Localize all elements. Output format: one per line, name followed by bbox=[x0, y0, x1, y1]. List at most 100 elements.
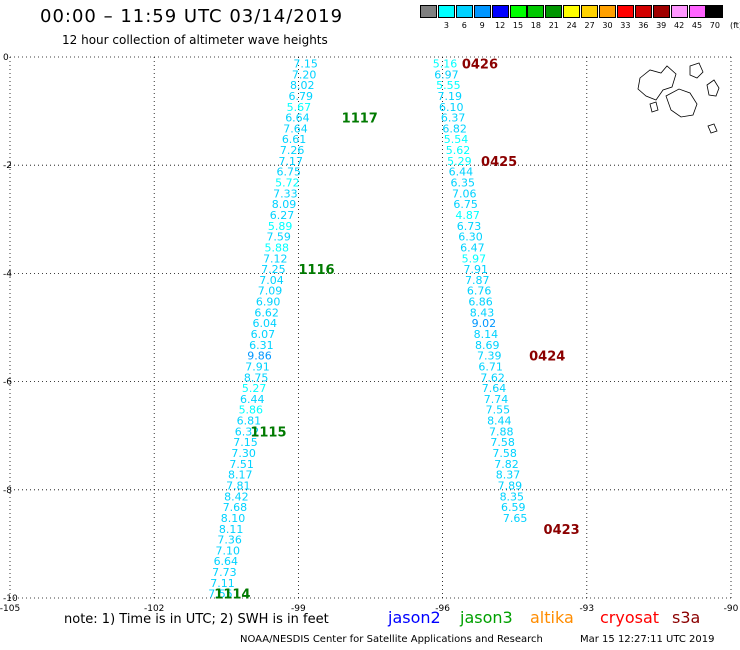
swh-value-label: 7.62 bbox=[480, 371, 505, 384]
time-markers: 0426 0425 0424 0423 1117 1116 1115 1114 bbox=[214, 57, 579, 602]
swh-value-label: 7.88 bbox=[489, 425, 514, 438]
legend-swatch bbox=[581, 5, 599, 18]
legend-swatch bbox=[652, 5, 670, 18]
swh-value-label: 5.54 bbox=[444, 133, 469, 146]
lat-tick-label: -8 bbox=[3, 486, 12, 496]
time-marker-label: 0425 bbox=[481, 155, 517, 170]
swh-value-label: 5.72 bbox=[275, 177, 300, 190]
swh-value-label: 6.47 bbox=[460, 241, 485, 254]
lon-tick-label: -90 bbox=[724, 604, 739, 614]
lat-tick-label: -10 bbox=[3, 594, 18, 604]
legend-swatch bbox=[706, 5, 724, 18]
legend-swatch-label: 27 bbox=[584, 21, 595, 30]
swh-value-label: 6.31 bbox=[249, 339, 274, 352]
swh-value-label: 5.16 bbox=[433, 57, 458, 70]
swh-value-label: 7.51 bbox=[229, 458, 254, 471]
legend-swatch-label: 12 bbox=[495, 21, 506, 30]
lat-tick-label: -6 bbox=[3, 378, 12, 388]
swh-value-label: 8.17 bbox=[228, 469, 253, 482]
swh-value-label: 6.90 bbox=[256, 296, 281, 309]
legend-swatch-label: 70 bbox=[709, 21, 720, 30]
swh-value-label: 5.97 bbox=[462, 252, 487, 265]
swh-value-label: 8.75 bbox=[244, 371, 269, 384]
swh-value-label: 5.67 bbox=[287, 101, 312, 114]
swh-value-label: 7.11 bbox=[210, 577, 235, 590]
swh-value-label: 7.19 bbox=[438, 90, 463, 103]
swh-value-label: 8.43 bbox=[470, 306, 495, 319]
axis-tick-labels: -105 -102 -99 -96 -93 -90 0 -2 -4 -6 -8 -10 bbox=[0, 53, 739, 614]
swh-value-label: 4.87 bbox=[455, 209, 480, 222]
swh-value-label: 7.81 bbox=[226, 479, 251, 492]
legend-swatch-label: 33 bbox=[620, 21, 631, 30]
swh-value-label: 7.91 bbox=[245, 360, 270, 373]
swh-value-label: 8.10 bbox=[221, 512, 246, 525]
legend-swatch bbox=[491, 5, 509, 18]
swh-value-label: 5.29 bbox=[447, 155, 472, 168]
legend-swatch-label: 18 bbox=[530, 21, 541, 30]
generation-timestamp: Mar 15 12:27:11 UTC 2019 bbox=[580, 634, 715, 645]
swh-value-label: 6.44 bbox=[449, 166, 474, 179]
satellite-name: jason2 bbox=[388, 608, 441, 627]
swh-value-label: 5.88 bbox=[265, 241, 290, 254]
lon-tick-label: -93 bbox=[579, 604, 594, 614]
lon-tick-label: -105 bbox=[0, 604, 20, 614]
swh-values: 5.166.975.557.196.106.376.825.545.625.29… bbox=[208, 57, 527, 600]
swh-value-label: 7.12 bbox=[263, 252, 288, 265]
lon-tick-label: -102 bbox=[144, 604, 164, 614]
swh-value-label: 7.91 bbox=[464, 263, 489, 276]
swh-value-label: 7.15 bbox=[293, 57, 318, 70]
swh-value-label: 9.86 bbox=[247, 350, 272, 363]
swh-value-label: 7.73 bbox=[212, 566, 237, 579]
satellite-name: altika bbox=[530, 608, 574, 627]
legend-swatch bbox=[509, 5, 527, 18]
swh-value-label: 6.76 bbox=[467, 285, 492, 298]
swh-value-label: 6.10 bbox=[439, 101, 464, 114]
lat-tick-label: -2 bbox=[3, 161, 12, 171]
lon-tick-label: -96 bbox=[435, 604, 450, 614]
legend-swatch bbox=[670, 5, 688, 18]
legend-swatch bbox=[616, 5, 634, 18]
swh-value-label: 7.10 bbox=[215, 544, 240, 557]
swh-value-label: 7.04 bbox=[259, 274, 284, 287]
legend-swatch-label: 42 bbox=[674, 21, 685, 30]
swh-value-label: 7.33 bbox=[273, 187, 298, 200]
swh-value-label: 6.75 bbox=[453, 198, 478, 211]
legend-swatch-label: 36 bbox=[638, 21, 649, 30]
swh-value-label: 6.07 bbox=[251, 328, 276, 341]
swh-value-label: 6.71 bbox=[478, 360, 503, 373]
legend-swatch-label: 3 bbox=[443, 21, 449, 30]
swh-value-label: 6.27 bbox=[270, 209, 295, 222]
legend-swatch-label: 9 bbox=[479, 21, 485, 30]
legend-swatch bbox=[527, 5, 545, 18]
legend-swatch bbox=[545, 5, 563, 18]
satellite-name: s3a bbox=[672, 608, 701, 627]
swh-value-label: 8.09 bbox=[272, 198, 297, 211]
legend-swatch-label: 21 bbox=[548, 21, 559, 30]
lat-tick-label: 0 bbox=[3, 53, 9, 63]
swh-value-label: 7.06 bbox=[452, 187, 477, 200]
swh-value-label: 8.37 bbox=[496, 469, 521, 482]
units-note: note: 1) Time is in UTC; 2) SWH is in fe… bbox=[64, 612, 329, 627]
swh-value-label: 7.89 bbox=[498, 479, 523, 492]
legend-swatch bbox=[455, 5, 473, 18]
swh-value-label: 6.86 bbox=[468, 296, 493, 309]
legend-swatch-label: 15 bbox=[512, 21, 524, 30]
swh-value-label: 6.79 bbox=[289, 90, 314, 103]
time-marker-label: 0426 bbox=[462, 57, 498, 72]
swh-value-label: 7.59 bbox=[266, 231, 291, 244]
swh-value-label: 8.02 bbox=[290, 79, 315, 92]
swh-value-label: 6.59 bbox=[501, 501, 526, 514]
swh-value-label: 7.74 bbox=[484, 393, 509, 406]
swh-value-label: 7.20 bbox=[292, 68, 317, 81]
swh-value-label: 6.32 bbox=[235, 425, 260, 438]
swh-value-label: 7.64 bbox=[283, 122, 308, 135]
time-marker-label: 1116 bbox=[298, 263, 334, 278]
swh-value-label: 6.30 bbox=[458, 231, 483, 244]
swh-value-label: 8.11 bbox=[219, 523, 244, 536]
swh-value-label: 6.35 bbox=[451, 177, 476, 190]
swh-value-label: 7.58 bbox=[490, 436, 515, 449]
time-marker-label: 0423 bbox=[544, 523, 580, 538]
legend-swatch-label: 24 bbox=[566, 21, 577, 30]
swh-value-label: 7.82 bbox=[494, 458, 519, 471]
